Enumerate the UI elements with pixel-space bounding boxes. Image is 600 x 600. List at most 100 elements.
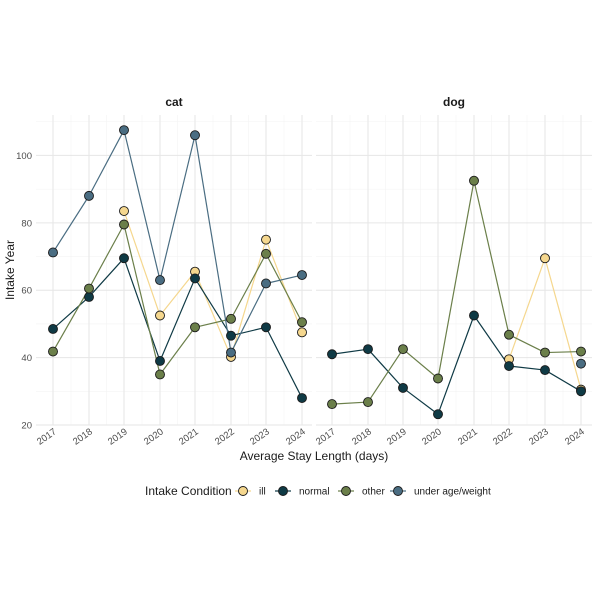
legend-label: ill — [259, 487, 266, 498]
data-point-ill — [261, 234, 271, 245]
data-point-normal — [469, 310, 479, 321]
data-point-ill — [119, 206, 129, 216]
legend-title: Intake Condition — [145, 484, 232, 498]
series-line-other — [52, 223, 303, 376]
data-point-normal — [84, 292, 94, 302]
x-axis-ticks-dog: 2017 2018 2019 2020 2021 2022 2023 2024 — [314, 426, 587, 447]
series-line-normal — [331, 314, 582, 415]
data-point-normal — [48, 324, 58, 334]
data-point-ill — [297, 327, 307, 338]
data-point-under-age-weight — [261, 278, 271, 289]
data-point-normal — [398, 382, 408, 393]
data-point-under-age-weight — [155, 275, 165, 286]
data-point-under-age-weight — [119, 125, 129, 136]
x-tick-label: 2021 — [177, 426, 201, 447]
x-tick-label: 2024 — [563, 426, 587, 447]
x-tick-label: 2020 — [420, 426, 444, 447]
data-point-under-age-weight — [190, 130, 200, 141]
data-point-normal — [576, 386, 586, 397]
facet-dog: dog 2017 2018 2019 2020 2021 2022 2023 2024 — [314, 95, 592, 448]
legend: Intake Condition ill normal other under age… — [145, 484, 491, 498]
legend-item: other — [338, 486, 385, 498]
x-tick-label: 2018 — [350, 426, 374, 447]
data-point-other — [155, 369, 165, 380]
data-point-other — [576, 346, 586, 357]
x-tick-label: 2018 — [71, 426, 95, 447]
gridlines-dog — [316, 115, 592, 426]
panel-cat-background — [36, 115, 312, 425]
x-tick-label: 2022 — [213, 426, 237, 447]
series-lines-cat — [52, 129, 303, 399]
data-point-other — [433, 373, 443, 384]
data-point-other — [504, 329, 514, 340]
data-point-under-age-weight — [297, 270, 307, 281]
x-tick-label: 2020 — [142, 426, 166, 447]
data-point-normal — [363, 344, 373, 355]
series-line-other — [331, 180, 582, 405]
x-tick-label: 2022 — [491, 426, 515, 447]
data-point-normal — [297, 393, 307, 403]
data-point-normal — [119, 253, 129, 264]
data-point-other — [84, 283, 94, 294]
y-axis-title: Intake Year — [3, 240, 17, 300]
data-point-normal — [504, 361, 514, 371]
data-point-under-age-weight — [226, 347, 236, 358]
data-point-normal — [190, 273, 200, 284]
legend-label: other — [362, 487, 385, 498]
data-point-other — [327, 399, 337, 410]
series-points-cat — [48, 125, 307, 403]
data-point-ill — [540, 253, 550, 264]
legend-items: ill normal other under age/weight — [235, 486, 491, 498]
data-point-normal — [155, 356, 165, 366]
panel-dog-background — [316, 115, 592, 425]
series-line-ill — [123, 210, 303, 358]
data-point-normal — [327, 349, 337, 360]
facet-label-dog: dog — [443, 95, 465, 109]
series-line-normal — [52, 257, 303, 399]
facet-cat: cat 20 40 60 80 100 2017 2018 2019 2020 2021 2022… — [16, 95, 312, 448]
legend-item: normal — [275, 486, 330, 498]
data-point-other — [190, 322, 200, 333]
y-tick-label: 60 — [21, 286, 32, 297]
legend-key-point — [238, 486, 248, 496]
data-point-ill — [155, 310, 165, 321]
data-point-other — [540, 347, 550, 358]
y-tick-label: 80 — [21, 218, 32, 229]
data-point-other — [226, 313, 236, 324]
data-point-under-age-weight — [48, 247, 58, 258]
data-point-normal — [540, 365, 550, 376]
y-tick-label: 40 — [21, 353, 32, 364]
legend-label: under age/weight — [414, 487, 491, 498]
y-tick-label: 20 — [21, 421, 32, 432]
legend-item: ill — [235, 486, 266, 498]
x-tick-label: 2023 — [527, 426, 551, 447]
data-point-other — [119, 219, 129, 230]
data-point-other — [363, 397, 373, 408]
x-axis-ticks-cat: 2017 2018 2019 2020 2021 2022 2023 2024 — [35, 426, 308, 447]
legend-key-point — [393, 486, 403, 496]
x-tick-label: 2019 — [385, 426, 409, 447]
data-point-other — [297, 317, 307, 328]
data-point-other — [261, 248, 271, 259]
legend-item: under age/weight — [390, 486, 491, 498]
data-point-other — [469, 175, 479, 186]
y-tick-label: 100 — [16, 151, 32, 162]
data-point-normal — [261, 322, 271, 333]
facet-label-cat: cat — [165, 95, 182, 109]
gridlines-cat — [36, 115, 312, 426]
legend-key-point — [278, 486, 288, 496]
x-tick-label: 2017 — [35, 426, 59, 447]
legend-key-point — [341, 486, 351, 496]
data-point-normal — [433, 409, 443, 420]
data-point-under-age-weight — [84, 190, 94, 201]
legend-label: normal — [299, 487, 330, 498]
x-tick-label: 2023 — [248, 426, 272, 447]
x-tick-label: 2024 — [284, 426, 308, 447]
y-axis-ticks-cat: 20 40 60 80 100 — [16, 151, 32, 432]
data-point-other — [48, 346, 58, 357]
data-point-under-age-weight — [576, 358, 586, 369]
data-point-other — [398, 344, 408, 355]
x-tick-label: 2017 — [314, 426, 338, 447]
x-tick-label: 2019 — [106, 426, 130, 447]
